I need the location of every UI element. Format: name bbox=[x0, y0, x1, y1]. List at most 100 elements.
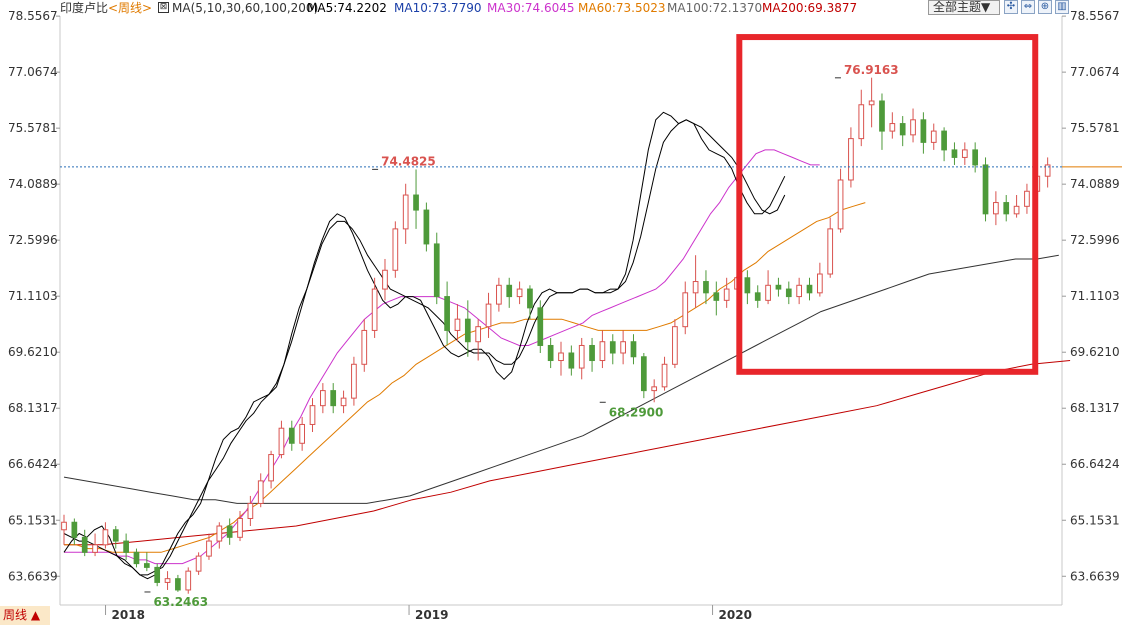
candle-body-29 bbox=[361, 329, 368, 365]
candle-body-46 bbox=[537, 307, 544, 346]
candle-body-18 bbox=[247, 502, 254, 519]
candle-body-90 bbox=[993, 202, 999, 215]
candle-body-9 bbox=[154, 566, 161, 583]
candle-body-77 bbox=[858, 104, 865, 140]
candle-body-28 bbox=[351, 363, 357, 399]
candle-body-19 bbox=[257, 480, 264, 504]
ma5-line bbox=[63, 111, 786, 580]
candle-body-57 bbox=[651, 386, 658, 392]
candle-body-66 bbox=[744, 277, 751, 294]
ytick-label-left-1: 77.0674 bbox=[8, 65, 58, 79]
candle-body-8 bbox=[143, 563, 150, 568]
ma5-value: MA5:74.2202 bbox=[307, 1, 387, 15]
candle-body-20 bbox=[268, 454, 274, 482]
candle-body-27 bbox=[340, 397, 347, 407]
candle-body-70 bbox=[785, 288, 792, 298]
ytick-label-left-4: 72.5996 bbox=[8, 233, 58, 247]
candle-body-4 bbox=[102, 529, 109, 546]
ma-params[interactable]: MA(5,10,30,60,100,200) bbox=[172, 1, 319, 15]
candle-body-85 bbox=[941, 130, 947, 151]
candle-body-82 bbox=[910, 119, 916, 136]
annotation-label-1: 74.4825 bbox=[381, 154, 436, 168]
candle-body-12 bbox=[185, 570, 192, 591]
candle-body-34 bbox=[413, 194, 419, 211]
ytick-label-right-0: 78.5567 bbox=[1070, 9, 1120, 23]
candle-body-67 bbox=[754, 292, 761, 301]
candle-body-44 bbox=[516, 288, 523, 298]
candle-body-47 bbox=[547, 344, 554, 362]
ytick-label-left-6: 69.6210 bbox=[8, 345, 58, 359]
candle-body-64 bbox=[723, 288, 730, 301]
ytick-label-right-9: 65.1531 bbox=[1070, 513, 1120, 527]
ma100-line bbox=[63, 254, 1059, 504]
candle-body-92 bbox=[1013, 205, 1020, 215]
candle-body-13 bbox=[195, 555, 202, 572]
candle-body-76 bbox=[848, 138, 854, 181]
annotation-label-0: 76.9163 bbox=[844, 63, 899, 77]
theme-dropdown-button[interactable]: 全部主题▼ bbox=[928, 0, 1000, 15]
candle-body-22 bbox=[288, 427, 295, 444]
xtick-label-1: 2019 bbox=[415, 608, 448, 622]
candle-body-73 bbox=[817, 273, 823, 294]
candle-body-2 bbox=[81, 536, 88, 553]
period-tag[interactable]: <周线> bbox=[108, 1, 153, 15]
indicator-header: 印度卢比 <周线> ⊠ MA(5,10,30,60,100,200) MA5:7… bbox=[0, 0, 1122, 16]
candle-body-45 bbox=[527, 288, 533, 309]
ytick-label-left-3: 74.0889 bbox=[8, 177, 58, 191]
candle-body-42 bbox=[496, 284, 502, 305]
ma100-value: MA100:72.1370 bbox=[667, 1, 763, 15]
candle-body-10 bbox=[164, 578, 171, 583]
candle-body-6 bbox=[123, 540, 129, 553]
candle-body-84 bbox=[930, 130, 937, 143]
ma10-value: MA10:73.7790 bbox=[394, 1, 482, 15]
layout-tool-icon[interactable]: ▥ bbox=[1055, 0, 1069, 14]
candle-body-89 bbox=[982, 164, 989, 215]
candle-body-35 bbox=[423, 209, 430, 245]
candle-body-83 bbox=[920, 119, 927, 143]
ytick-label-left-7: 68.1317 bbox=[8, 401, 58, 415]
candle-body-26 bbox=[330, 390, 337, 407]
candle-body-93 bbox=[1024, 190, 1030, 207]
candle-body-53 bbox=[609, 341, 616, 354]
candle-body-3 bbox=[92, 544, 98, 553]
candle-body-1 bbox=[71, 521, 78, 538]
candle-body-38 bbox=[454, 318, 461, 331]
period-button[interactable]: 周线 ▲ bbox=[0, 606, 50, 625]
candle-body-81 bbox=[899, 123, 906, 136]
axis-labels: 78.5567 78.5567 77.0674 77.0674 75.5781 75.57… bbox=[8, 9, 1120, 622]
moving-average-lines bbox=[63, 111, 1071, 580]
candle-body-23 bbox=[299, 423, 305, 444]
candle-body-7 bbox=[133, 551, 140, 565]
ytick-label-right-6: 69.6210 bbox=[1070, 345, 1120, 359]
ma-icon: ⊠ bbox=[158, 2, 169, 13]
instrument-name: 印度卢比 bbox=[60, 1, 109, 15]
annotation-label-2: 68.2900 bbox=[609, 405, 664, 419]
candle-body-71 bbox=[796, 284, 802, 298]
ytick-label-left-0: 78.5567 bbox=[8, 9, 58, 23]
ma30-value: MA30:74.6045 bbox=[487, 1, 575, 15]
candle-body-41 bbox=[485, 303, 492, 328]
candle-body-37 bbox=[444, 296, 450, 331]
pan-tool-icon[interactable]: ✣ bbox=[1004, 0, 1018, 14]
resize-tool-icon[interactable]: ⇔ bbox=[1021, 0, 1035, 14]
ytick-label-left-8: 66.6424 bbox=[8, 457, 58, 471]
candle-body-58 bbox=[661, 363, 668, 388]
ma60-value: MA60:73.5023 bbox=[578, 1, 666, 15]
zoom-tool-icon[interactable]: ⊕ bbox=[1038, 0, 1052, 14]
xtick-label-2: 2020 bbox=[719, 608, 752, 622]
candle-body-32 bbox=[392, 228, 399, 271]
candle-body-95 bbox=[1044, 164, 1051, 177]
candle-body-33 bbox=[402, 194, 409, 230]
chart-overlays: 76.9163 74.4825 68.2900 63.2463 bbox=[60, 34, 1122, 609]
candle-body-74 bbox=[827, 228, 834, 275]
sub-indicator-strip bbox=[58, 620, 1122, 625]
candle-body-48 bbox=[558, 352, 564, 362]
candle-body-91 bbox=[1003, 202, 1010, 215]
candle-body-31 bbox=[382, 269, 388, 290]
candle-body-14 bbox=[206, 540, 212, 557]
candle-body-78 bbox=[868, 100, 875, 106]
candle-body-68 bbox=[765, 284, 771, 301]
candle-body-86 bbox=[951, 149, 958, 158]
ytick-label-right-7: 68.1317 bbox=[1070, 401, 1120, 415]
